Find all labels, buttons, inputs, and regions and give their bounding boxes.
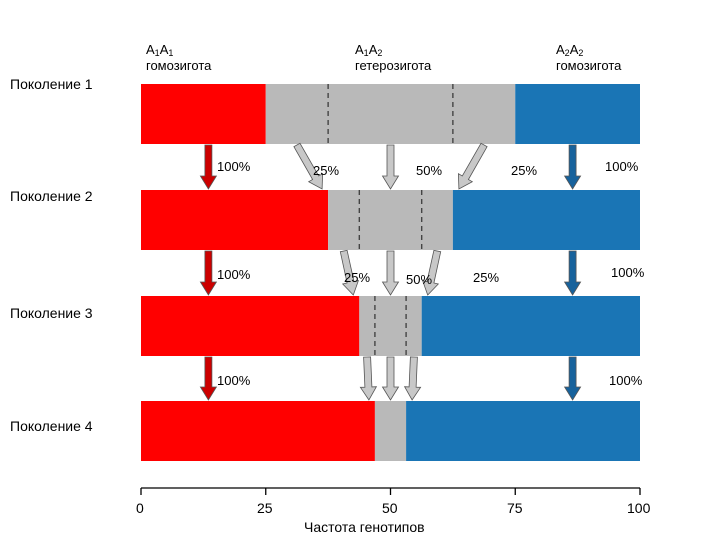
generation-label-4: Поколение 4 xyxy=(10,418,93,434)
arrow-t3-left-icon xyxy=(199,356,218,401)
pct-t1-left: 100% xyxy=(217,159,251,174)
axis-tick-25: 25 xyxy=(257,500,273,516)
pct-t2-right: 100% xyxy=(611,265,645,280)
bar-gen2-homo2 xyxy=(452,190,640,250)
arrow-t2-left-icon xyxy=(199,250,218,296)
axis-tick-75: 75 xyxy=(507,500,523,516)
bar-gen3-homo1 xyxy=(141,296,360,356)
header-homo1: A1A1 гомозигота xyxy=(146,42,212,73)
generation-label-3: Поколение 3 xyxy=(10,305,93,321)
pct-t3-right: 100% xyxy=(609,373,643,388)
header-hetero-desc: гетерозигота xyxy=(355,58,432,73)
bar-gen1-homo1 xyxy=(141,84,266,144)
arrow-t3-gray-right-icon xyxy=(403,356,422,401)
bar-gen1-homo2 xyxy=(515,84,640,144)
axis-title: Частота генотипов xyxy=(304,519,425,535)
bar-gen2-homo1 xyxy=(141,190,329,250)
generation-label-1: Поколение 1 xyxy=(10,76,93,92)
pct-t1-gray-mid: 50% xyxy=(416,163,443,178)
arrow-t2-right-icon xyxy=(563,250,582,296)
bar-gen1-hetero xyxy=(265,84,516,144)
bar-gen3-homo2 xyxy=(421,296,640,356)
arrow-t1-right-icon xyxy=(563,144,582,190)
pct-t2-gray-right: 25% xyxy=(473,270,500,285)
arrow-t1-left-icon xyxy=(199,144,218,190)
arrow-t1-gray-left-icon xyxy=(293,142,324,190)
header-homo1-desc: гомозигота xyxy=(146,58,212,73)
bar-gen4-homo1 xyxy=(141,401,375,461)
header-homo2-desc: гомозигота xyxy=(556,58,622,73)
bar-gen4-homo2 xyxy=(406,401,640,461)
arrow-t2-gray-mid-icon xyxy=(381,250,400,296)
arrow-t2-gray-left-icon xyxy=(339,249,360,296)
arrow-t3-right-icon xyxy=(563,356,582,401)
header-homo2: A2A2 гомозигота xyxy=(556,42,622,73)
arrow-t3-gray-mid-icon xyxy=(381,356,400,401)
arrow-t1-gray-mid-icon xyxy=(381,144,400,190)
pct-t2-left: 100% xyxy=(217,267,251,282)
arrow-t2-gray-right-icon xyxy=(421,249,442,296)
pct-t3-left: 100% xyxy=(217,373,251,388)
bar-gen2-hetero xyxy=(328,190,453,250)
axis-tick-50: 50 xyxy=(382,500,398,516)
pct-t1-gray-right: 25% xyxy=(511,163,538,178)
pct-t2-gray-left: 25% xyxy=(344,270,371,285)
header-hetero: A1A2 гетерозигота xyxy=(355,42,432,73)
bar-gen3-hetero xyxy=(359,296,422,356)
generation-label-2: Поколение 2 xyxy=(10,188,93,204)
bar-gen4-hetero xyxy=(374,401,407,461)
pct-t1-right: 100% xyxy=(605,159,639,174)
pct-t1-gray-left: 25% xyxy=(313,163,340,178)
pct-t2-gray-mid: 50% xyxy=(406,272,433,287)
arrow-t1-gray-right-icon xyxy=(457,142,488,190)
axis-tick-0: 0 xyxy=(136,500,144,516)
arrow-t3-gray-left-icon xyxy=(359,356,378,401)
axis-tick-100: 100 xyxy=(627,500,651,516)
